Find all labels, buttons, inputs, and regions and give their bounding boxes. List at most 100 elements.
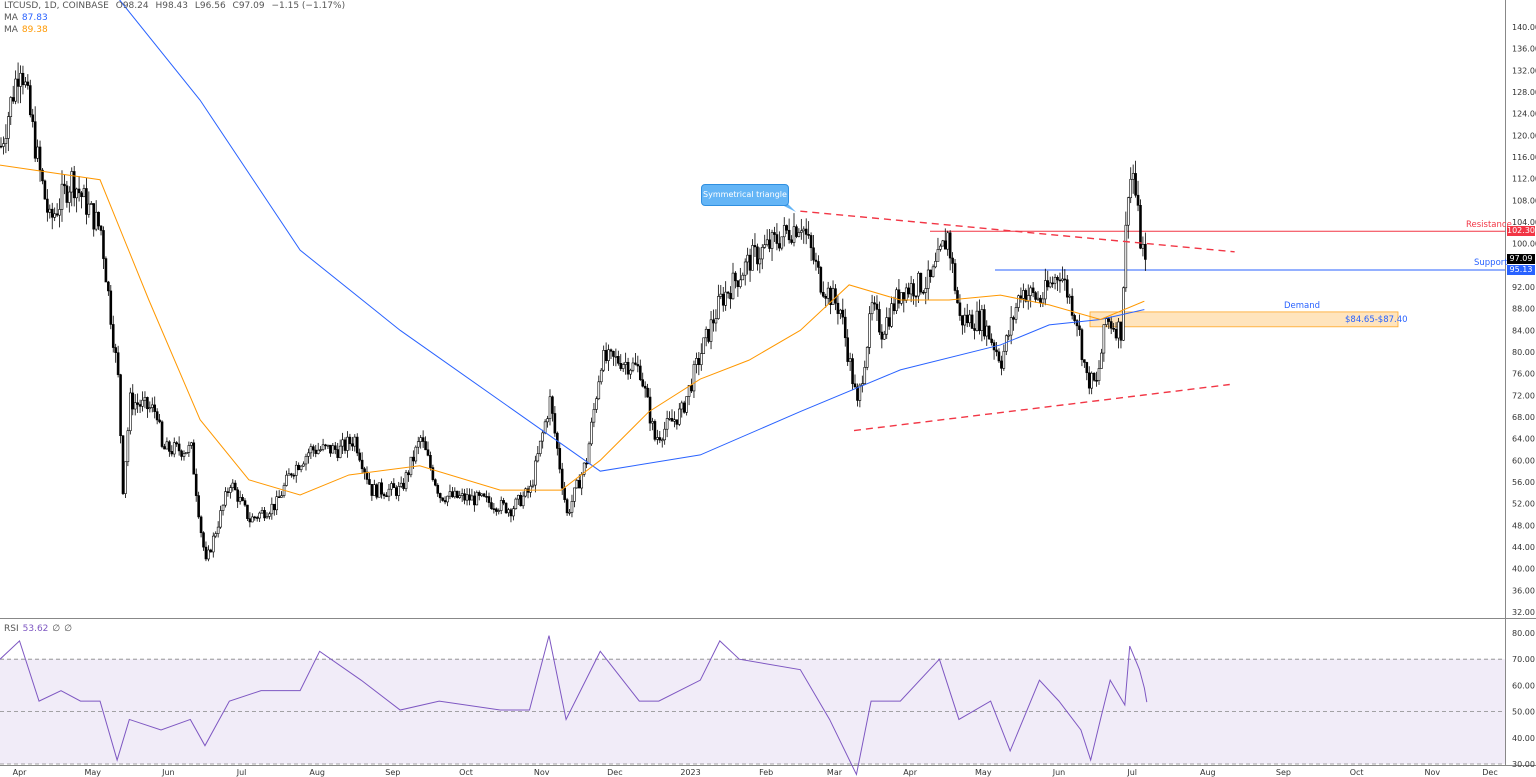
ma50-legend[interactable]: MA 89.38 xyxy=(4,25,52,35)
ma-label: MA xyxy=(4,13,18,23)
candle xyxy=(546,415,549,428)
candle xyxy=(878,301,881,335)
support-price-tag: 95.13 xyxy=(1507,265,1535,276)
candle xyxy=(687,385,691,406)
candle-body xyxy=(729,293,732,300)
candle-body xyxy=(1007,334,1011,337)
candle xyxy=(995,342,998,357)
candle-body xyxy=(951,257,954,264)
candle-body xyxy=(190,442,193,446)
candle xyxy=(614,348,618,367)
candle-body xyxy=(829,287,832,305)
candle-body xyxy=(592,409,596,423)
candle xyxy=(1056,275,1059,292)
candle xyxy=(1095,371,1098,387)
candle xyxy=(524,487,527,498)
candle xyxy=(14,70,17,105)
candle-body xyxy=(80,192,83,198)
candle xyxy=(873,296,876,311)
time-tick-label: Nov xyxy=(1424,768,1440,777)
price-tick-label: 56.00 xyxy=(1512,478,1535,487)
candle xyxy=(707,328,710,344)
candle xyxy=(387,483,391,502)
candle-body xyxy=(858,384,862,401)
candle xyxy=(922,289,925,295)
candle xyxy=(1100,348,1103,369)
candle xyxy=(765,229,769,247)
candle-body xyxy=(787,229,791,241)
candle xyxy=(702,337,706,354)
candle xyxy=(519,492,523,507)
candle xyxy=(1022,283,1025,309)
candle xyxy=(482,492,486,498)
candle-body xyxy=(48,208,52,213)
candle xyxy=(89,201,93,205)
rsi-tick-label: 40.00 xyxy=(1512,734,1535,743)
candle xyxy=(529,480,532,498)
candle xyxy=(443,496,447,505)
candle-body xyxy=(60,183,64,210)
candle-body xyxy=(736,280,740,287)
candle-body xyxy=(470,495,474,501)
candle-body xyxy=(380,482,383,495)
candle-body xyxy=(368,479,371,485)
time-tick-label: Dec xyxy=(1482,768,1497,777)
candle xyxy=(426,441,430,457)
candle-body xyxy=(599,369,603,383)
candle-body xyxy=(119,374,122,437)
candle xyxy=(102,226,105,270)
candle xyxy=(946,230,950,256)
candle-body xyxy=(136,402,139,405)
candle xyxy=(719,284,723,300)
candle xyxy=(887,307,891,330)
candle xyxy=(460,488,464,502)
candle-body xyxy=(370,484,374,496)
candle xyxy=(309,443,313,460)
candle-body xyxy=(65,185,69,203)
candle xyxy=(111,315,115,353)
trendline-lower xyxy=(853,383,1230,432)
candle xyxy=(609,348,613,359)
candle-body xyxy=(673,419,676,422)
candle-body xyxy=(287,473,291,476)
candle xyxy=(70,167,74,207)
candle-body xyxy=(748,254,752,271)
candle xyxy=(587,441,591,465)
candle-body xyxy=(1017,295,1020,308)
candle-body xyxy=(172,442,176,455)
candle-body xyxy=(233,482,237,491)
candle-body xyxy=(770,232,774,249)
candle-body xyxy=(182,453,186,457)
candle xyxy=(1087,366,1091,395)
candle-body xyxy=(429,455,432,468)
candle xyxy=(492,503,496,514)
candle xyxy=(180,449,183,461)
rsi-tick-label: 50.00 xyxy=(1512,708,1535,717)
candle xyxy=(1090,371,1093,395)
symmetrical-triangle-callout[interactable]: Symmetrical triangle xyxy=(701,184,789,206)
candle-body xyxy=(399,482,403,487)
candle-body xyxy=(861,383,864,386)
candle-body xyxy=(351,443,354,447)
candle-body xyxy=(638,365,642,380)
candle-body xyxy=(1131,173,1135,180)
candle-body xyxy=(665,418,669,430)
candle xyxy=(495,507,498,516)
rsi-legend[interactable]: RSI 53.62 ∅ ∅ xyxy=(4,624,76,634)
candle-body xyxy=(121,435,125,494)
candle xyxy=(380,478,383,499)
candle-body xyxy=(834,288,837,304)
candle-body xyxy=(63,183,66,187)
candle-body xyxy=(963,314,967,326)
candle-body xyxy=(573,487,576,502)
candle xyxy=(275,490,279,515)
candle xyxy=(65,180,69,208)
candle-body xyxy=(270,503,274,515)
candle xyxy=(197,491,200,519)
candle-body xyxy=(158,419,161,423)
candle-body xyxy=(1002,350,1006,369)
ma200-legend[interactable]: MA 87.83 xyxy=(4,13,52,23)
candle xyxy=(280,491,283,498)
candle xyxy=(321,438,325,452)
